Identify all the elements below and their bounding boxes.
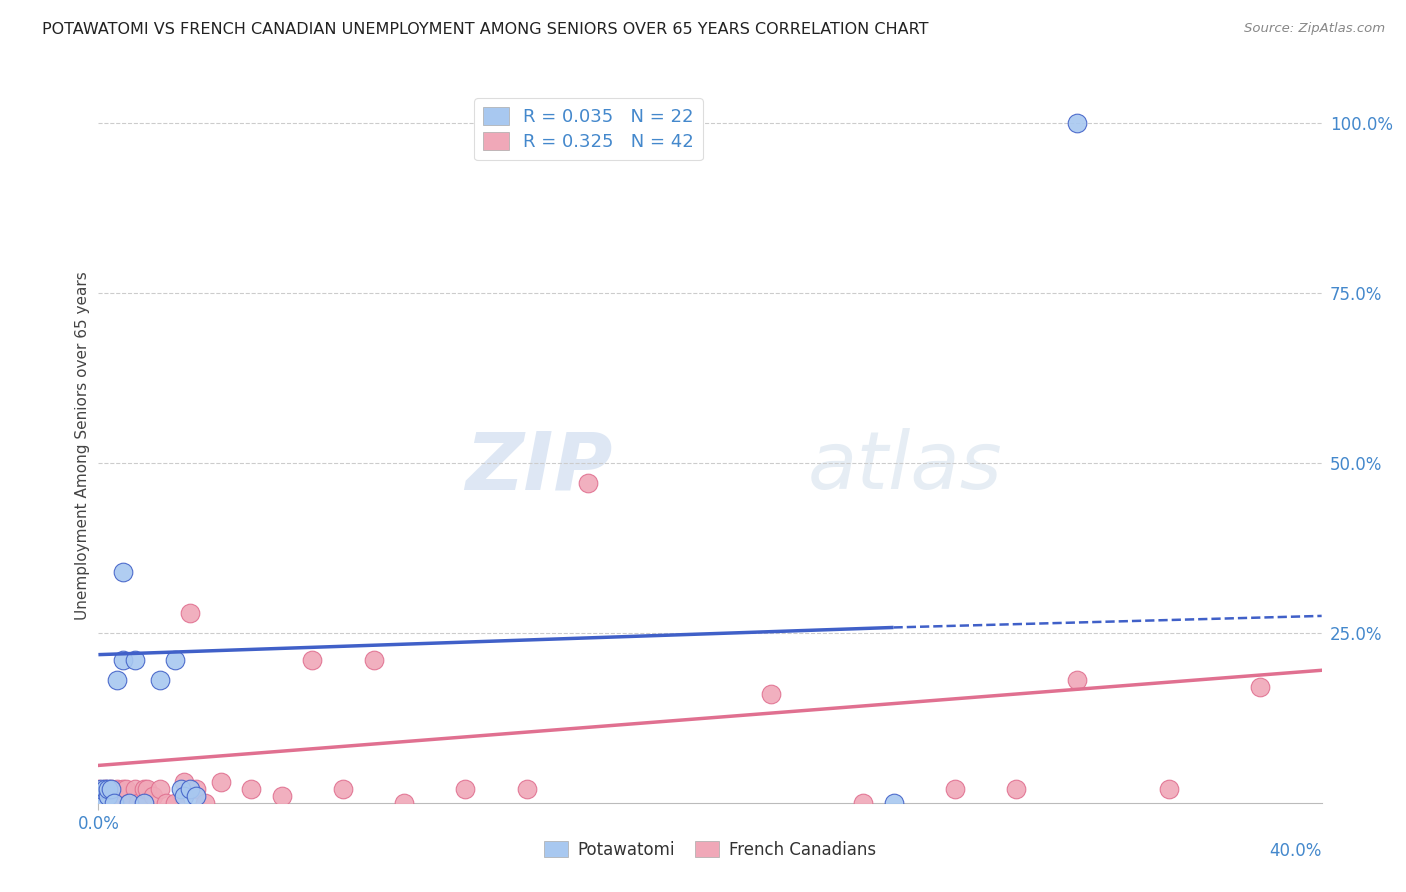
Point (163, 796, 186, 810)
Point (301, 653, 323, 667)
Point (179, 606, 201, 620)
Text: ZIP: ZIP (465, 428, 612, 507)
Point (100, 782, 122, 797)
Point (186, 789, 208, 803)
Point (155, 796, 177, 810)
Point (115, 782, 138, 797)
Point (134, 796, 156, 810)
Point (576, 476, 599, 491)
Point (103, 796, 125, 810)
Point (454, 782, 477, 797)
Point (883, 796, 905, 810)
Point (90, 782, 112, 797)
Point (87, 796, 110, 810)
Point (124, 782, 146, 797)
Point (100, 782, 122, 797)
Point (1157, 782, 1180, 797)
Legend: Potawatomi, French Canadians: Potawatomi, French Canadians (537, 835, 883, 866)
Point (90, 789, 112, 803)
Point (93, 796, 115, 810)
Point (194, 796, 217, 810)
Point (1066, 673, 1088, 688)
Point (93, 782, 115, 797)
Point (173, 775, 195, 789)
Text: atlas: atlas (808, 428, 1002, 507)
Point (392, 796, 416, 810)
Point (118, 796, 141, 810)
Text: POTAWATOMI VS FRENCH CANADIAN UNEMPLOYMENT AMONG SENIORS OVER 65 YEARS CORRELATI: POTAWATOMI VS FRENCH CANADIAN UNEMPLOYME… (42, 22, 929, 37)
Point (118, 796, 141, 810)
Point (852, 796, 875, 810)
Point (97, 789, 120, 803)
Point (134, 782, 156, 797)
Y-axis label: Unemployment Among Seniors over 65 years: Unemployment Among Seniors over 65 years (75, 272, 90, 620)
Point (105, 782, 128, 797)
Point (516, 782, 538, 797)
Point (943, 782, 966, 797)
Point (179, 782, 201, 797)
Point (105, 673, 128, 688)
Point (363, 653, 385, 667)
Point (149, 782, 172, 797)
Point (111, 653, 134, 667)
Point (332, 782, 354, 797)
Text: Source: ZipAtlas.com: Source: ZipAtlas.com (1244, 22, 1385, 36)
Point (163, 653, 186, 667)
Point (270, 789, 292, 803)
Text: 40.0%: 40.0% (1270, 842, 1322, 860)
Point (108, 796, 131, 810)
Point (111, 565, 134, 579)
Point (1066, 116, 1088, 130)
Point (186, 782, 208, 797)
Point (149, 673, 172, 688)
Point (209, 775, 232, 789)
Point (97, 789, 120, 803)
Point (1249, 680, 1271, 694)
Point (87, 789, 110, 803)
Point (136, 782, 159, 797)
Point (170, 782, 193, 797)
Point (103, 789, 125, 803)
Point (173, 789, 195, 803)
Point (1004, 782, 1026, 797)
Point (240, 782, 263, 797)
Point (111, 782, 134, 797)
Point (127, 796, 149, 810)
Point (142, 789, 165, 803)
Point (759, 687, 782, 701)
Point (87, 782, 110, 797)
Point (90, 789, 112, 803)
Point (97, 782, 120, 797)
Point (124, 653, 146, 667)
Point (93, 782, 115, 797)
